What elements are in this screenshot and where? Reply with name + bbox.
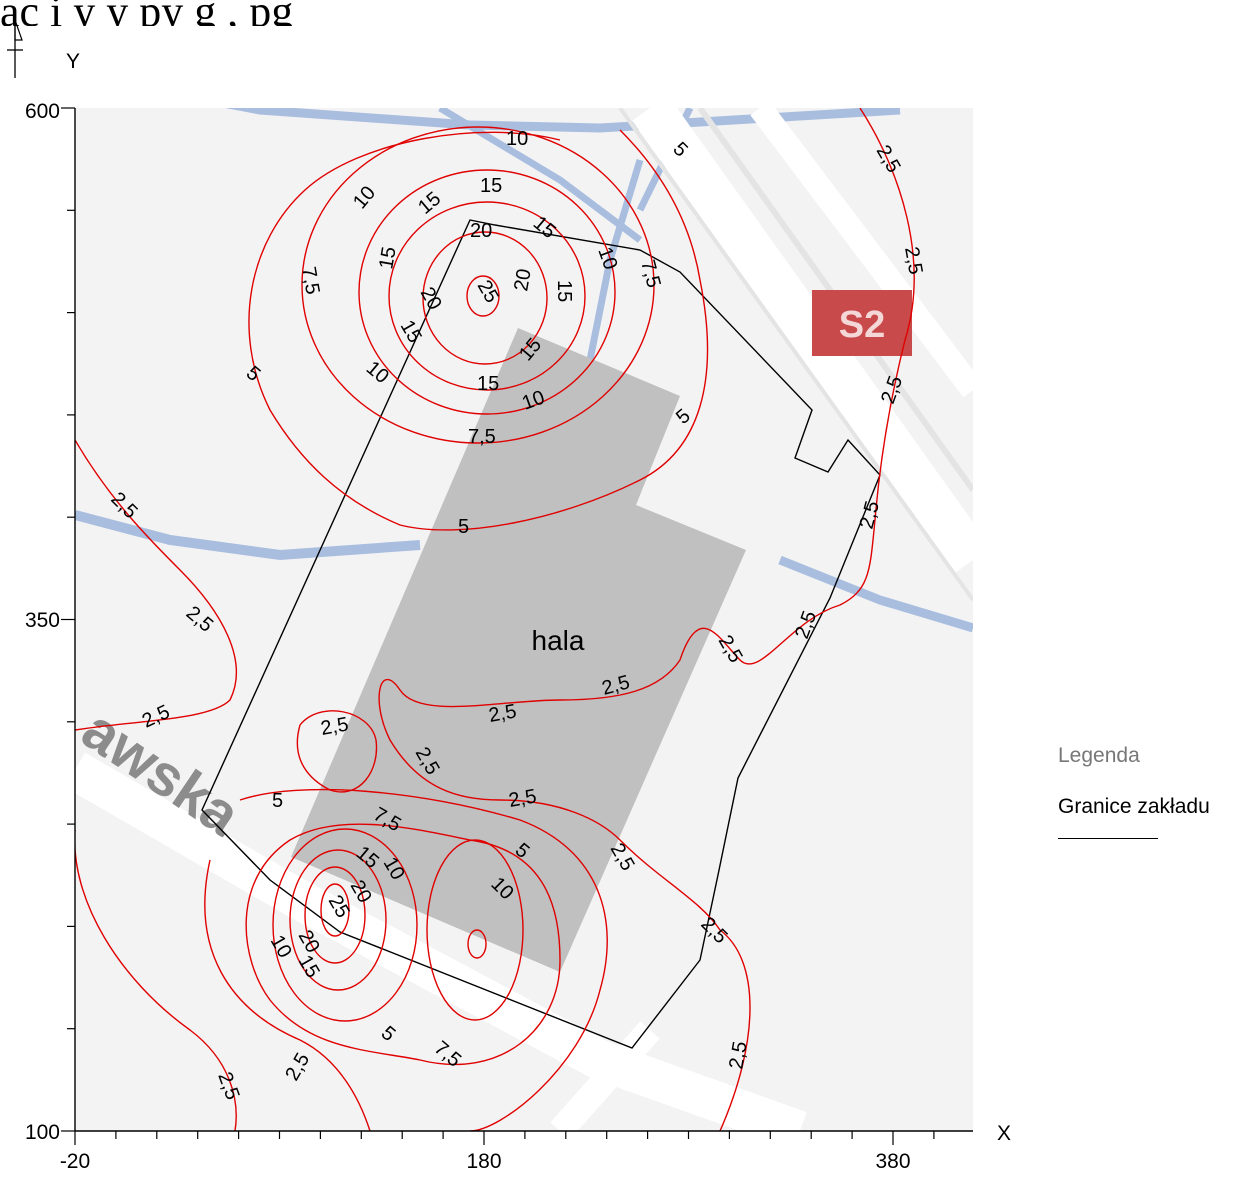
motorway xyxy=(632,108,973,573)
isoline xyxy=(466,275,500,317)
x-tick-label: -20 xyxy=(60,1150,90,1173)
isoline-label: 2,5 xyxy=(487,700,518,726)
isoline-label: 10 xyxy=(506,128,528,150)
legend-title: Legenda xyxy=(1058,744,1140,767)
motorway-ramp xyxy=(750,108,973,398)
x-tick-label: 380 xyxy=(875,1150,910,1173)
isoline xyxy=(296,710,378,793)
isoline xyxy=(467,929,487,959)
legend-line-swatch xyxy=(1058,838,1158,839)
plant-boundary xyxy=(201,219,881,1049)
base-map: awska S2 hala xyxy=(75,108,973,1131)
x-axis-label: X xyxy=(997,1122,1011,1145)
isoline-label: 7,5 xyxy=(468,426,496,448)
x-tick-label: 180 xyxy=(466,1150,501,1173)
isoline xyxy=(248,129,709,531)
isoline xyxy=(388,201,586,391)
motorway-lane xyxy=(618,108,973,602)
isoline xyxy=(426,839,524,1021)
isoline xyxy=(204,859,371,1131)
isoline xyxy=(301,126,655,444)
isoline xyxy=(358,169,616,415)
isoline-label: 5 xyxy=(458,516,469,538)
building-hala xyxy=(291,328,746,972)
isoline-label: 15 xyxy=(480,175,502,197)
isoline-label: 15 xyxy=(375,245,401,271)
building-label: hala xyxy=(532,625,585,656)
isoline xyxy=(245,823,561,1066)
isoline xyxy=(304,866,366,964)
isoline xyxy=(378,108,915,1131)
isoline xyxy=(239,788,608,1131)
isoline-label: 20 xyxy=(470,220,492,242)
y-ticks xyxy=(61,107,75,1132)
isoline-label: 20 xyxy=(510,267,536,293)
isoline xyxy=(422,231,548,365)
street xyxy=(75,752,807,1131)
isoline-label: 5 xyxy=(272,790,283,812)
isolines xyxy=(75,108,915,1131)
isoline xyxy=(289,849,387,991)
isoline-label: 2,5 xyxy=(725,1040,751,1071)
x-ticks xyxy=(74,1131,935,1145)
north-arrow-icon xyxy=(7,19,23,78)
y-tick-label: 350 xyxy=(25,609,60,632)
base-road-line xyxy=(75,510,421,561)
isoline-label: 2,5 xyxy=(507,785,538,811)
isoline xyxy=(75,830,237,1131)
legend-item-label: Granice zakładu xyxy=(1058,795,1210,818)
isoline-label: 15 xyxy=(477,373,499,395)
isoline-label: 7,5 xyxy=(297,265,323,296)
isoline xyxy=(320,883,350,937)
road-badge xyxy=(812,290,912,356)
isoline xyxy=(75,439,238,731)
street xyxy=(550,1021,660,1131)
isoline-label: 2,5 xyxy=(319,713,350,739)
page-caption-fragment: ąc i y y py g , pg xyxy=(0,0,294,26)
y-tick-label: 100 xyxy=(25,1121,60,1144)
road-badge-label: S2 xyxy=(839,304,885,346)
y-axis-label: Y xyxy=(66,50,80,73)
isoline-label: 2,5 xyxy=(900,245,926,276)
y-tick-label: 600 xyxy=(25,100,60,123)
isoline-label: 15 xyxy=(553,280,575,302)
isoline xyxy=(272,828,418,1022)
base-road-line xyxy=(778,555,973,633)
